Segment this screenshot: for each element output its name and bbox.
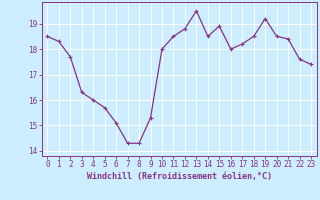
X-axis label: Windchill (Refroidissement éolien,°C): Windchill (Refroidissement éolien,°C) <box>87 172 272 181</box>
